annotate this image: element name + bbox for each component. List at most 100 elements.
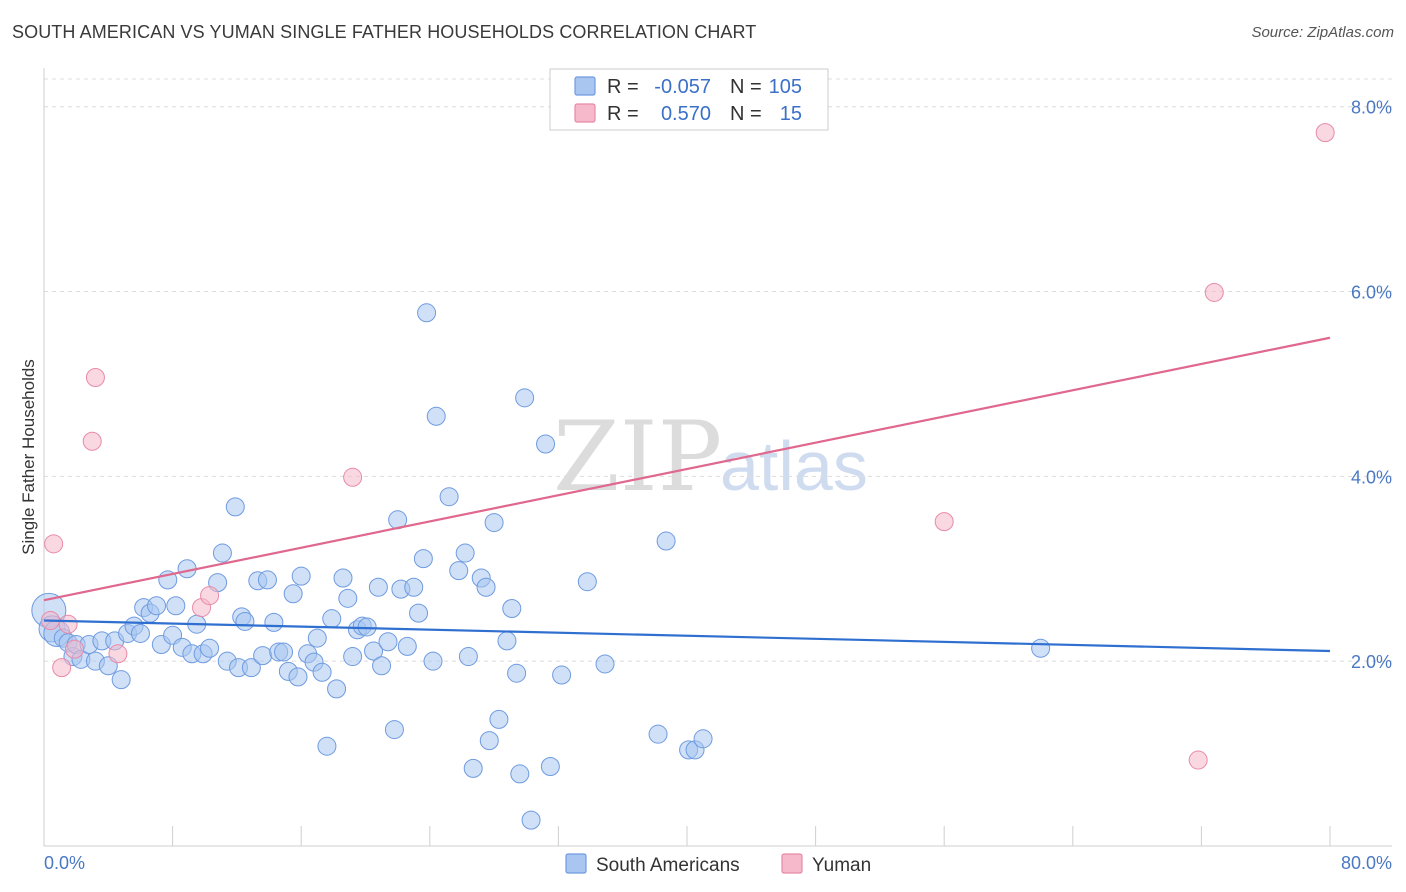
data-point [225, 497, 245, 517]
data-point [130, 623, 150, 643]
data-point [552, 665, 572, 685]
data-point [85, 367, 105, 387]
legend-box [549, 68, 829, 131]
data-point [368, 577, 388, 597]
data-point [257, 570, 277, 590]
data-point [536, 434, 556, 454]
data-point [1315, 123, 1335, 143]
legend-r-value-yuman: 0.570 [661, 103, 711, 125]
data-point [307, 628, 327, 648]
data-point [423, 651, 443, 671]
data-point [200, 638, 220, 658]
data-point [378, 632, 398, 652]
legend-r-label-south-americans: R = [607, 76, 639, 98]
y-tick-label: 6.0% [1351, 283, 1392, 303]
data-point [934, 512, 954, 532]
legend-swatch-south-americans [574, 76, 596, 96]
data-point [166, 596, 186, 616]
data-point [515, 388, 535, 408]
trend-lines [43, 336, 1331, 653]
data-point [200, 586, 220, 606]
bottom-legend-label-yuman: Yuman [812, 855, 871, 876]
x-tick-label-min: 0.0% [44, 853, 85, 873]
data-point [235, 611, 255, 631]
bottom-legend-swatch-south-americans [565, 853, 587, 874]
data-point [274, 642, 294, 662]
data-point [1031, 638, 1051, 658]
data-point [241, 658, 261, 678]
legend-r-value-south-americans: -0.057 [654, 76, 711, 98]
data-point [82, 431, 102, 451]
data-point [333, 568, 353, 588]
data-point [1204, 282, 1224, 302]
trend-line [43, 336, 1331, 602]
data-point [58, 614, 78, 634]
data-point [439, 487, 459, 507]
y-tick-label: 4.0% [1351, 467, 1392, 487]
legend-n-value-south-americans: 105 [769, 76, 802, 98]
legend-n-value-yuman: 15 [780, 103, 802, 125]
data-point [476, 577, 496, 597]
data-point [479, 731, 499, 751]
data-point [111, 670, 131, 690]
data-point [372, 656, 392, 676]
data-point [417, 303, 437, 323]
data-point [1188, 750, 1208, 770]
series-yuman [40, 123, 1335, 770]
data-point [484, 513, 504, 533]
x-axis-ticks [43, 826, 1331, 846]
data-point [463, 758, 483, 778]
gridlines [44, 78, 1392, 662]
data-point [147, 596, 167, 616]
data-point [288, 667, 308, 687]
data-point [458, 647, 478, 667]
bottom-legend-label-south-americans: South Americans [596, 855, 740, 876]
legend-r-label-yuman: R = [607, 103, 639, 125]
watermark-atlas: atlas [720, 427, 868, 505]
data-point [404, 577, 424, 597]
bottom-legend-swatch-yuman [781, 853, 803, 874]
data-point [283, 584, 303, 604]
data-point [317, 736, 337, 756]
data-point [693, 729, 713, 749]
y-tick-label: 2.0% [1351, 652, 1392, 672]
data-point [510, 764, 530, 784]
data-point [413, 549, 433, 569]
y-axis-label: Single Father Households [19, 359, 38, 555]
data-point [521, 810, 541, 830]
data-point [52, 658, 72, 678]
data-point [595, 654, 615, 674]
data-point [212, 543, 232, 563]
data-point [449, 561, 469, 581]
data-point [497, 631, 517, 651]
chart-title: SOUTH AMERICAN VS YUMAN SINGLE FATHER HO… [12, 22, 757, 42]
legend-n-label-south-americans: N = [730, 76, 762, 98]
data-point [489, 709, 509, 729]
data-point [343, 647, 363, 667]
x-tick-label-max: 80.0% [1341, 853, 1392, 873]
data-point [108, 644, 128, 664]
trend-line [43, 619, 1331, 653]
data-point [397, 636, 417, 656]
data-point [322, 609, 342, 629]
data-point [312, 662, 332, 682]
data-point [648, 724, 668, 744]
data-point [338, 588, 358, 608]
data-point [253, 646, 273, 666]
data-point [65, 639, 85, 659]
y-axis-tick-labels: 2.0% 4.0% 6.0% 8.0% [1351, 98, 1392, 672]
data-point [343, 467, 363, 487]
series-legend: South Americans Yuman [565, 853, 871, 876]
data-point [426, 406, 446, 426]
data-point [264, 612, 284, 632]
data-point [540, 757, 560, 777]
correlation-legend: R = -0.057 N = 105 R = 0.570 N = 15 [549, 68, 829, 131]
data-point [577, 572, 597, 592]
data-point [327, 679, 347, 699]
watermark-zip: ZIP [553, 401, 722, 513]
y-tick-label: 8.0% [1351, 98, 1392, 118]
data-point [502, 599, 522, 619]
data-point [455, 543, 475, 563]
data-point [656, 531, 676, 551]
